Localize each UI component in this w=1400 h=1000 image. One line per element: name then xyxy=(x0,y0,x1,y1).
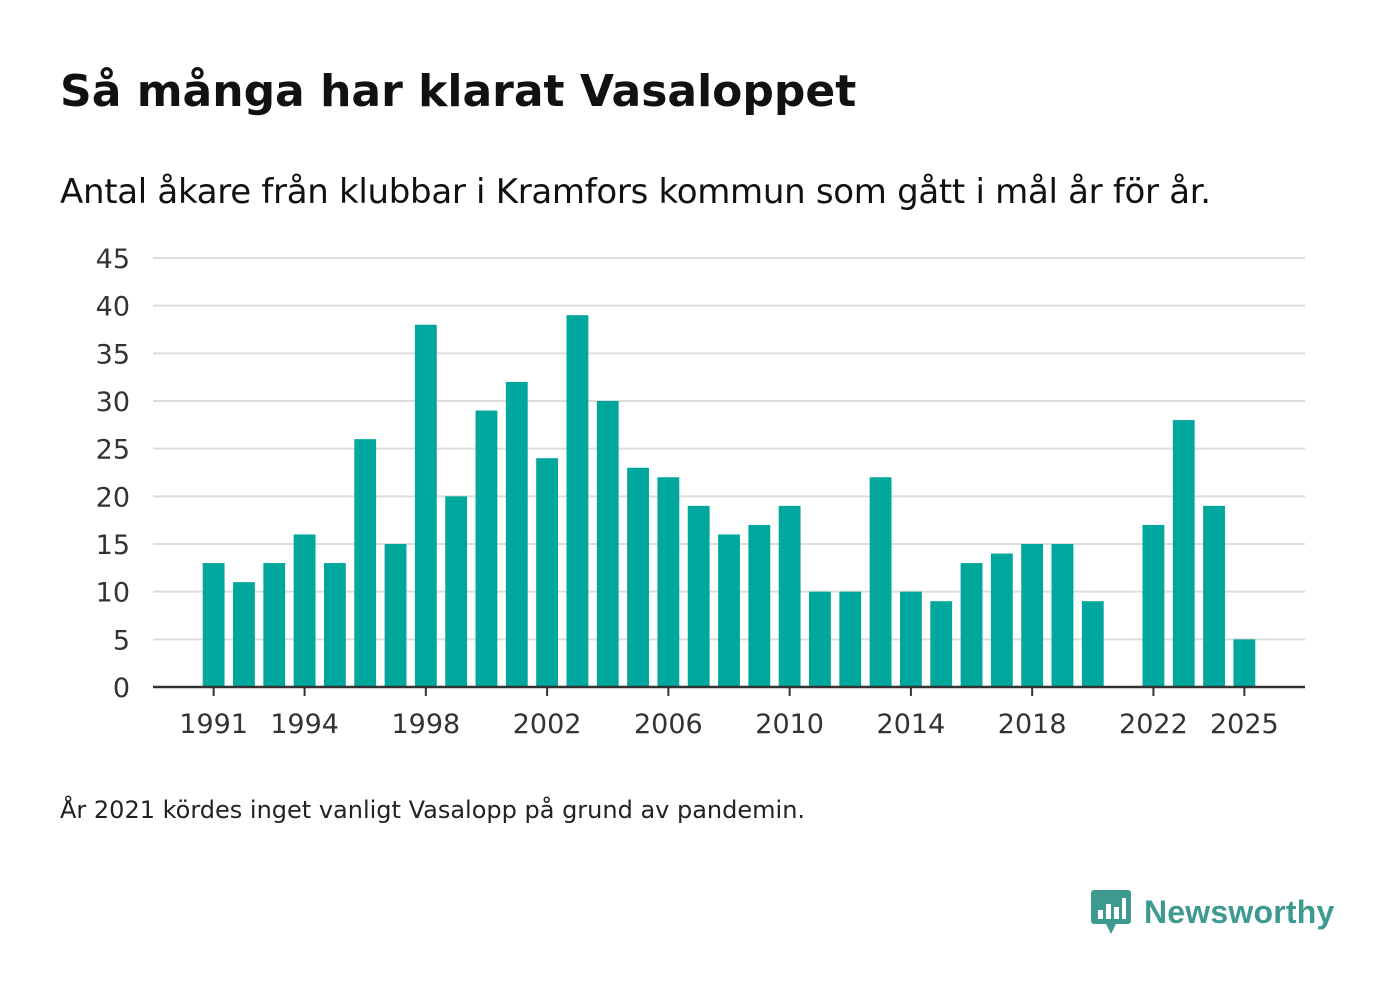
y-tick-label: 45 xyxy=(96,244,130,275)
y-tick-label: 20 xyxy=(96,482,130,513)
x-tick-label: 1991 xyxy=(179,709,248,740)
x-tick-label: 2006 xyxy=(634,709,703,740)
bar xyxy=(445,496,468,687)
y-tick-label: 40 xyxy=(96,292,130,323)
y-tick-label: 30 xyxy=(96,387,130,418)
x-tick-label: 2014 xyxy=(877,709,946,740)
bar xyxy=(687,505,710,687)
chart-subtitle: Antal åkare från klubbar i Kramfors komm… xyxy=(60,172,1211,212)
bar xyxy=(718,534,740,687)
bar xyxy=(627,467,649,687)
bar xyxy=(1081,601,1104,687)
bar xyxy=(930,601,953,687)
brand-logo: Newsworthy xyxy=(1090,888,1334,936)
bar xyxy=(536,458,559,687)
bar xyxy=(414,324,437,687)
bars xyxy=(202,315,1256,687)
bar xyxy=(990,553,1013,687)
x-tick-label: 1994 xyxy=(270,709,339,740)
bar xyxy=(839,591,862,687)
bar xyxy=(233,582,255,687)
y-tick-label: 10 xyxy=(96,578,130,609)
y-tick-label: 35 xyxy=(96,339,130,370)
bar xyxy=(809,591,831,687)
x-tick-label: 2002 xyxy=(513,709,582,740)
y-tick-label: 25 xyxy=(96,435,130,466)
bar xyxy=(354,439,377,687)
x-tick-label: 2018 xyxy=(998,709,1067,740)
bar xyxy=(960,563,983,687)
bar xyxy=(263,563,286,687)
bar xyxy=(1172,420,1195,687)
x-tick-label: 2025 xyxy=(1210,709,1279,740)
bar xyxy=(202,563,225,687)
bar xyxy=(778,505,801,687)
bar xyxy=(899,591,922,687)
y-tick-label: 0 xyxy=(113,673,130,704)
bar xyxy=(748,524,771,687)
bar xyxy=(323,563,346,687)
bar xyxy=(566,315,589,687)
bar xyxy=(505,381,528,687)
bar xyxy=(1142,524,1165,687)
bar xyxy=(384,544,407,687)
brand-name: Newsworthy xyxy=(1144,893,1335,930)
bar xyxy=(1051,544,1074,687)
footnote: År 2021 kördes inget vanligt Vasalopp på… xyxy=(60,796,806,824)
y-tick-label: 5 xyxy=(113,625,130,656)
x-tick-label: 1998 xyxy=(391,709,460,740)
newsworthy-logo-icon xyxy=(1091,890,1131,934)
bar xyxy=(869,477,892,687)
x-tick-label: 2022 xyxy=(1119,709,1188,740)
bar xyxy=(1203,505,1225,687)
bar xyxy=(596,401,619,687)
y-tick-label: 15 xyxy=(96,530,130,561)
bar xyxy=(1233,639,1256,687)
bar xyxy=(293,534,316,687)
chart-title: Så många har klarat Vasaloppet xyxy=(60,66,857,117)
x-tick-label: 2010 xyxy=(755,709,824,740)
bar xyxy=(657,477,680,687)
bar xyxy=(475,410,498,687)
bar xyxy=(1021,544,1044,687)
